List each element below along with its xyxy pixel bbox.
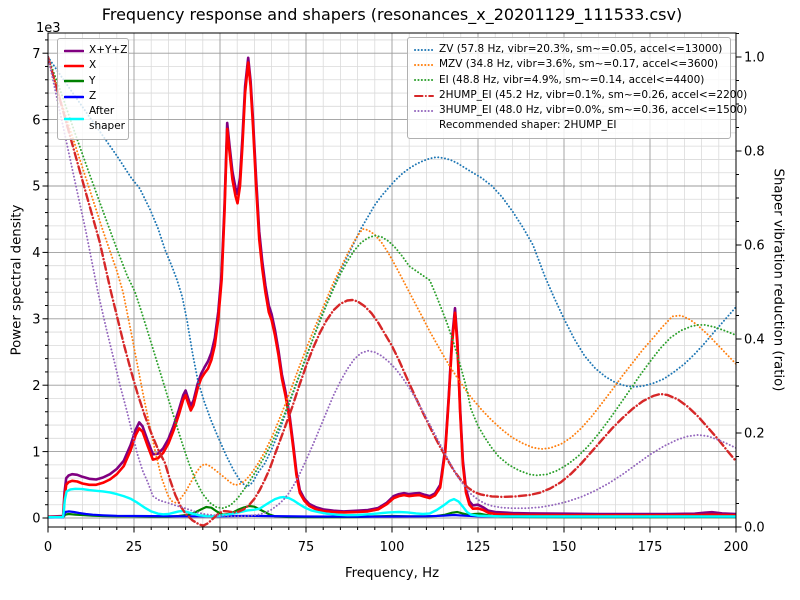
legend-item-label: After shaper <box>89 105 126 133</box>
legend-shapers: ZV (57.8 Hz, vibr=20.3%, sm~=0.05, accel… <box>407 37 747 139</box>
xtick-label: 100 <box>380 540 405 555</box>
ytick-right-label: 0.4 <box>744 333 765 348</box>
legend-item: X <box>64 58 122 73</box>
recommended-shaper-note: Recommended shaper: 2HUMP_EI <box>439 119 617 132</box>
xtick-label: 150 <box>552 540 577 555</box>
xtick-label: 75 <box>298 540 315 555</box>
curve-shaper-mzv <box>48 56 736 504</box>
legend-line-sample <box>414 109 434 112</box>
xtick-label: 125 <box>466 540 491 555</box>
legend-item: X+Y+Z <box>64 43 127 58</box>
legend-item-label: 2HUMP_EI (45.2 Hz, vibr=0.1%, sm~=0.26, … <box>439 88 748 101</box>
ytick-left-label: 5 <box>32 180 40 195</box>
legend-item: MZV (34.8 Hz, vibr=3.6%, sm~=0.17, accel… <box>414 57 724 72</box>
curve-shaper-ei <box>48 56 736 510</box>
curve-psd-x <box>48 61 736 519</box>
curve-psd-after-shaper <box>48 487 736 519</box>
tick-labels: 0 25 50 75 100 125 150 175 200 0 1 2 3 4 5 6 7 0.0 0.2 0.4 0… <box>32 47 764 555</box>
xtick-label: 200 <box>724 540 749 555</box>
yaxis-left-label: Power spectral density <box>9 204 25 356</box>
legend-line-sample <box>414 63 434 66</box>
ytick-left-label: 3 <box>32 313 40 328</box>
legend-line-sample <box>414 94 434 97</box>
ytick-left-label: 6 <box>32 113 40 128</box>
curve-shaper-2hump-ei <box>48 55 736 527</box>
legend-line-sample <box>414 48 434 51</box>
grid-minor <box>48 33 736 527</box>
legend-item-label: Z <box>89 89 97 102</box>
ytick-right-label: 0.0 <box>744 521 765 536</box>
curve-shaper-zv <box>48 56 736 489</box>
xtick-label: 25 <box>126 540 143 555</box>
ytick-right-label: 1.0 <box>744 51 765 66</box>
legend-item-label: X <box>89 59 97 72</box>
chart-title: Frequency response and shapers (resonanc… <box>101 5 683 24</box>
legend-item-label: EI (48.8 Hz, vibr=4.9%, sm~=0.14, accel<… <box>439 73 705 86</box>
ytick-right-label: 0.6 <box>744 239 765 254</box>
axis-ticks <box>42 33 742 533</box>
yaxis-right-label: Shaper vibration reduction (ratio) <box>770 168 786 392</box>
yaxis-offset-label: 1e3 <box>36 21 61 36</box>
ytick-left-label: 1 <box>32 445 40 460</box>
legend-item-label: 3HUMP_EI (48.0 Hz, vibr=0.0%, sm~=0.36, … <box>439 104 748 117</box>
curve-shaper-3hump-ei <box>48 56 736 518</box>
legend-line-sample <box>414 79 434 82</box>
legend-line-sample <box>64 64 84 68</box>
legend-item: 2HUMP_EI (45.2 Hz, vibr=0.1%, sm~=0.26, … <box>414 88 747 103</box>
legend-item-label: MZV (34.8 Hz, vibr=3.6%, sm~=0.17, accel… <box>439 58 719 71</box>
legend-item: Y <box>64 74 122 89</box>
legend-psd: X+Y+Z X Y Z After shaper <box>57 38 129 140</box>
legend-item: EI (48.8 Hz, vibr=4.9%, sm~=0.14, accel<… <box>414 73 724 88</box>
ytick-right-label: 0.8 <box>744 145 765 160</box>
legend-item-label: X+Y+Z <box>89 44 128 56</box>
curves <box>48 55 736 527</box>
legend-item-label: Y <box>89 74 96 87</box>
legend-item: After shaper <box>64 104 126 135</box>
legend-line-sample <box>64 79 84 83</box>
legend-item: 3HUMP_EI (48.0 Hz, vibr=0.0%, sm~=0.36, … <box>414 103 747 118</box>
xaxis-label: Frequency, Hz <box>344 566 440 581</box>
legend-item: ZV (57.8 Hz, vibr=20.3%, sm~=0.05, accel… <box>414 42 724 57</box>
legend-item-label: ZV (57.8 Hz, vibr=20.3%, sm~=0.05, accel… <box>439 43 723 55</box>
legend-item: Z <box>64 89 122 104</box>
ytick-left-label: 4 <box>32 246 40 261</box>
xtick-label: 0 <box>44 540 52 555</box>
ytick-left-label: 7 <box>32 47 40 62</box>
legend-line-sample <box>64 118 84 121</box>
legend-line-sample <box>64 95 84 98</box>
xtick-label: 50 <box>212 540 229 555</box>
xtick-label: 175 <box>638 540 663 555</box>
ytick-right-label: 0.2 <box>744 427 765 442</box>
ytick-left-label: 0 <box>32 512 40 527</box>
ytick-left-label: 2 <box>32 379 40 394</box>
legend-line-sample <box>64 49 84 52</box>
